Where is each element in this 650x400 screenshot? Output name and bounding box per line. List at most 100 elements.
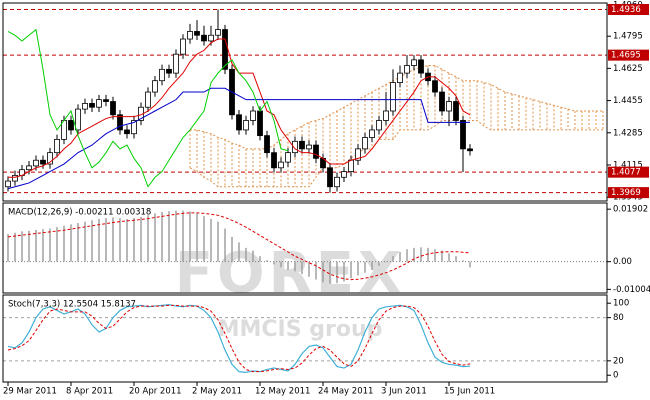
candle-body — [313, 144, 319, 159]
candle-body — [12, 174, 18, 182]
macd-bar — [343, 261, 345, 282]
macd-label: MACD(12,26,9) -0.00211 0.00318 — [8, 208, 151, 218]
candle-body — [222, 29, 228, 70]
stoch-label: Stoch(7,3,3) 12.5504 15.8137 — [8, 300, 136, 310]
macd-bar — [133, 218, 135, 262]
candle-body — [159, 68, 165, 82]
macd-bar — [238, 242, 240, 262]
candle-body — [243, 120, 249, 131]
candle-body — [26, 165, 32, 171]
macd-bar — [350, 261, 352, 279]
candle-body — [467, 148, 473, 152]
macd-bar — [406, 249, 408, 262]
level-label-box — [608, 3, 649, 15]
macd-bar — [49, 228, 51, 262]
macd-bar — [161, 212, 163, 262]
x-tick-label: 3 Jun 2011 — [381, 387, 427, 397]
candle-body — [334, 176, 340, 188]
indicator-line — [7, 87, 470, 190]
watermark-title: FOREX — [175, 241, 405, 306]
macd-bar — [126, 218, 128, 262]
macd-bar — [434, 249, 436, 262]
macd-bar — [385, 261, 387, 263]
y-tick-label: 0.01902 — [613, 205, 648, 215]
macd-bar — [217, 221, 219, 262]
macd-bar — [91, 220, 93, 262]
candle-body — [131, 120, 137, 135]
y-tick-label: 1.4455 — [613, 96, 643, 106]
macd-bar — [168, 211, 170, 262]
candle-body — [446, 101, 452, 112]
candle-body — [355, 148, 361, 161]
stoch-d — [7, 304, 471, 373]
x-tick-label: 20 Apr 2011 — [129, 387, 182, 397]
macd-bar — [469, 261, 471, 268]
candle-body — [54, 139, 60, 154]
macd-bar — [392, 256, 394, 262]
candle-body — [68, 120, 74, 131]
candle-body — [257, 110, 263, 137]
macd-bar — [35, 229, 37, 262]
y-tick-label: 0.00 — [613, 257, 632, 267]
candle-body — [82, 103, 88, 110]
macd-bar — [105, 218, 107, 262]
level-label: 1.4936 — [611, 5, 641, 15]
x-tick-label: 12 May 2011 — [255, 387, 310, 397]
stoch-k — [7, 304, 471, 373]
macd-bar — [266, 260, 268, 262]
macd-bar — [420, 247, 422, 262]
candle-body — [187, 31, 193, 40]
candle-body — [194, 31, 200, 36]
macd-bar — [119, 218, 121, 262]
candle-body — [411, 59, 417, 66]
macd-bar — [322, 261, 324, 283]
stoch-pane-frame — [2, 294, 608, 383]
macd-bar — [252, 250, 254, 262]
y-tick-label: 20 — [613, 356, 624, 366]
candle-body — [173, 53, 179, 74]
candle-body — [264, 135, 270, 154]
main-pane-frame — [2, 2, 608, 202]
macd-bar — [231, 236, 233, 262]
macd-bar — [427, 247, 429, 262]
x-tick-label: 15 Jun 2011 — [444, 387, 495, 397]
macd-bar — [154, 213, 156, 262]
macd-bar — [98, 218, 100, 262]
candle-body — [439, 91, 445, 112]
level-label: 1.3969 — [611, 188, 641, 198]
watermark-subtitle: MMCIS group — [218, 317, 383, 342]
candle-body — [306, 144, 312, 150]
macd-pane-frame — [2, 202, 608, 294]
y-tick-label: 1.4795 — [613, 32, 643, 42]
y-tick-label: -0.01004 — [613, 285, 650, 295]
macd-bar — [329, 261, 331, 284]
candle-body — [40, 159, 46, 165]
macd-bar — [294, 261, 296, 272]
plot-layer — [3, 8, 607, 373]
candle-body — [117, 114, 123, 131]
candle-body — [397, 72, 403, 83]
macd-bar — [14, 232, 16, 262]
macd-bar — [63, 225, 65, 262]
macd-bar — [70, 224, 72, 262]
candle-body — [418, 59, 424, 74]
candle-body — [201, 34, 207, 42]
macd-bar — [77, 223, 79, 262]
macd-bar — [28, 230, 30, 262]
macd-bar — [315, 261, 317, 280]
macd-bar — [301, 261, 303, 275]
candle-body — [110, 101, 116, 116]
candle-body — [404, 65, 410, 74]
macd-bar — [182, 210, 184, 262]
cloud-upper — [190, 65, 603, 150]
candle-body — [96, 99, 102, 108]
level-label-box — [608, 187, 649, 199]
macd-bar — [224, 228, 226, 262]
macd-bar — [112, 217, 114, 262]
macd-bar — [210, 218, 212, 262]
macd-bar — [280, 261, 282, 268]
candle-body — [103, 99, 109, 102]
macd-bar — [455, 256, 457, 262]
candle-body — [250, 110, 256, 121]
